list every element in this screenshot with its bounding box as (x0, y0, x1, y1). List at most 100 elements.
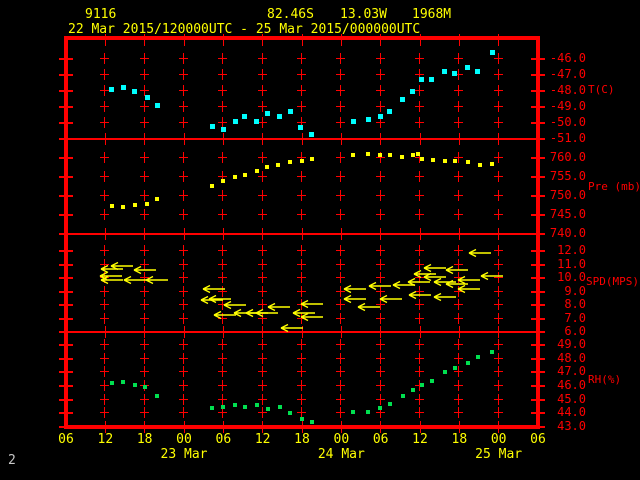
grid-column-stub (104, 228, 106, 240)
grid-column-stub (222, 421, 224, 433)
relative_humidity-data-point (378, 405, 382, 410)
y-tick-mark-left (59, 304, 73, 306)
grid-cross-mark (336, 152, 346, 163)
x-tick-label: 12 (254, 432, 271, 447)
x-tick-label: 00 (176, 432, 192, 447)
wind-vector-arrow (443, 261, 469, 280)
y-tick-label: 48.0 (557, 350, 586, 365)
grid-cross-mark (297, 352, 306, 364)
grid-cross-mark (139, 245, 149, 256)
grid-cross-mark (375, 299, 385, 310)
grid-column-stub (262, 133, 264, 145)
pressure-data-point (465, 160, 470, 165)
wind-vector-arrow (131, 261, 157, 280)
grid-cross-mark (100, 85, 110, 96)
temperature-data-point (419, 77, 425, 83)
grid-cross-mark (493, 312, 503, 324)
wind-vector-arrow (455, 271, 481, 290)
grid-cross-mark (179, 380, 188, 391)
temperature-axis-label: T(C) (588, 83, 615, 96)
wind-vector-arrow (98, 271, 124, 290)
relative_humidity-data-point (242, 404, 247, 409)
grid-column-stub (340, 34, 342, 46)
grid-cross-mark (257, 53, 267, 64)
temperature-data-point (387, 109, 393, 115)
grid-cross-mark (218, 272, 228, 283)
grid-cross-mark (297, 339, 306, 350)
grid-cross-mark (493, 272, 503, 283)
grid-cross-mark (336, 380, 346, 391)
y-tick-mark-right (531, 233, 545, 235)
grid-cross-mark (493, 117, 503, 128)
grid-column-stub (262, 228, 264, 240)
y-tick-mark-right (531, 157, 545, 159)
y-tick-label: -51.0 (549, 131, 586, 145)
grid-cross-mark (179, 312, 188, 324)
grid-cross-mark (454, 339, 464, 350)
grid-column-stub (419, 34, 421, 46)
relative_humidity-data-point (233, 403, 238, 408)
y-tick-label: 10.0 (557, 270, 586, 284)
x-tick-label: 06 (372, 432, 389, 447)
y-tick-label: 7.0 (564, 310, 586, 325)
grid-cross-mark (257, 85, 267, 96)
wind-vector-arrow (290, 304, 316, 323)
wind-vector-arrow (121, 271, 147, 290)
relative_humidity-data-point (429, 378, 434, 383)
grid-cross-mark (257, 272, 267, 283)
grid-cross-mark (218, 69, 228, 80)
y-tick-mark-right (531, 277, 545, 279)
grid-cross-mark (100, 117, 110, 128)
grid-cross-mark (415, 69, 424, 80)
grid-cross-mark (139, 258, 149, 270)
grid-cross-mark (336, 352, 346, 364)
grid-cross-mark (415, 171, 424, 182)
pressure-data-point (109, 203, 114, 208)
wind-vector-arrow (143, 271, 169, 290)
grid-cross-mark (375, 258, 385, 270)
y-tick-label: 43.0 (557, 419, 586, 433)
grid-cross-mark (415, 101, 424, 112)
wind-vector-arrow (97, 267, 123, 286)
relative_humidity-data-point (210, 405, 215, 410)
wind-vector-arrow (366, 277, 392, 296)
pressure-data-point (442, 159, 447, 164)
grid-cross-mark (257, 101, 267, 112)
wind-vector-arrow (341, 290, 367, 309)
x-tick-label: 12 (97, 432, 114, 447)
pressure-data-point (145, 201, 150, 206)
relative_humidity-data-point (121, 379, 126, 384)
grid-column-stub (104, 326, 106, 338)
y-tick-label: 12.0 (557, 243, 586, 257)
grid-column-stub (301, 133, 303, 145)
grid-cross-mark (493, 393, 503, 405)
station-elevation: 1968M (412, 7, 452, 22)
grid-cross-mark (218, 352, 228, 364)
grid-column-stub (340, 421, 342, 433)
grid-column-stub (144, 421, 146, 433)
grid-cross-mark (257, 171, 267, 182)
grid-cross-mark (415, 366, 424, 378)
grid-cross-mark (100, 101, 110, 112)
grid-cross-mark (257, 299, 267, 310)
relative_humidity-data-point (254, 403, 259, 408)
relative_humidity-data-point (265, 407, 270, 412)
y-tick-label: 46.0 (557, 378, 586, 392)
relative_humidity-data-point (475, 355, 480, 360)
grid-column-stub (340, 133, 342, 145)
relative_humidity-data-point (143, 385, 148, 390)
relative_humidity-data-point (155, 393, 160, 398)
temperature-data-point (220, 126, 226, 132)
grid-cross-mark (454, 69, 464, 80)
pressure-data-point (351, 152, 356, 157)
relative_humidity-data-point (109, 381, 114, 386)
y-tick-mark-left (59, 357, 73, 360)
y-tick-label: 49.0 (557, 337, 586, 351)
grid-cross-mark (375, 190, 385, 201)
grid-cross-mark (179, 352, 188, 364)
pressure-data-point (410, 152, 415, 157)
grid-cross-mark (336, 299, 346, 310)
grid-cross-mark (297, 190, 306, 201)
grid-cross-mark (493, 366, 503, 378)
grid-cross-mark (100, 69, 110, 80)
